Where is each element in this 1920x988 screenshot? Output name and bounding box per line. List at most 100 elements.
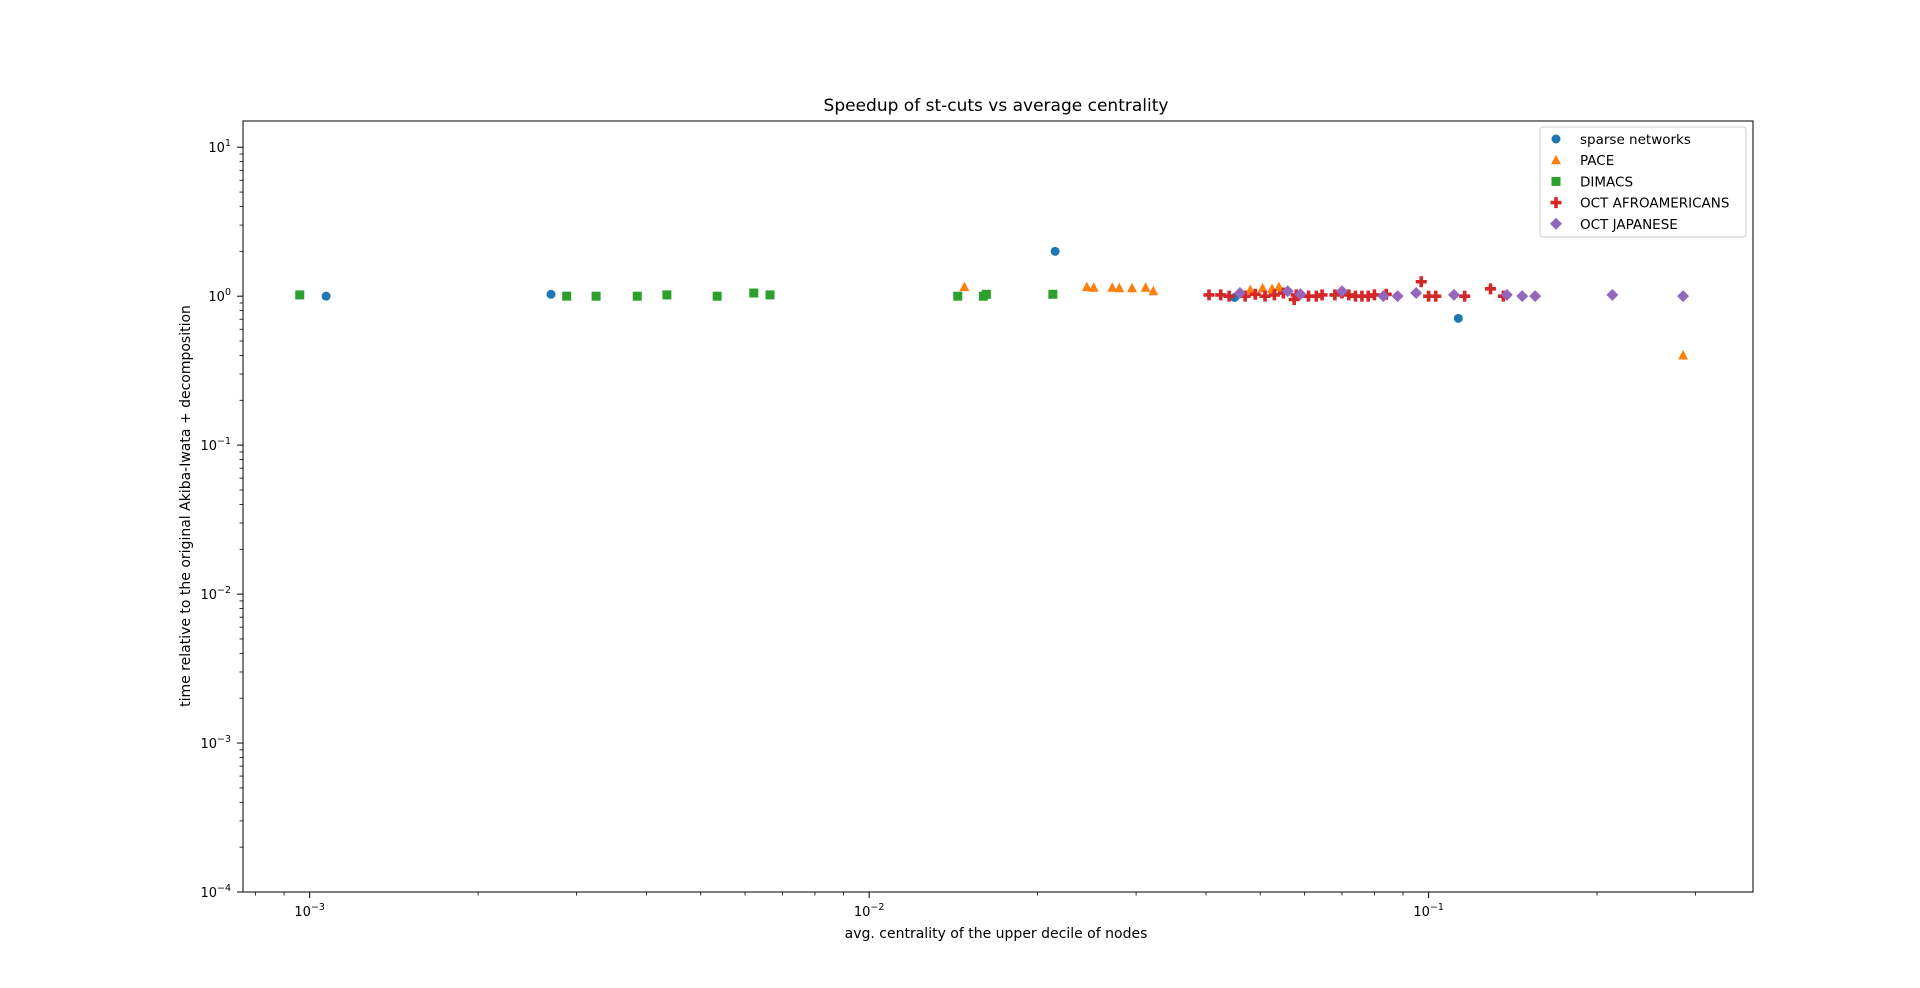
data-point xyxy=(1453,313,1463,323)
data-point xyxy=(1303,290,1315,302)
data-point xyxy=(1288,294,1300,306)
legend-item: DIMACS xyxy=(1551,174,1633,190)
data-point xyxy=(765,290,775,300)
data-point xyxy=(1268,289,1280,301)
legend-marker xyxy=(1550,197,1562,209)
data-point xyxy=(1273,281,1284,292)
legend-label: sparse networks xyxy=(1580,132,1691,148)
data-point xyxy=(1140,282,1151,292)
legend-label: DIMACS xyxy=(1580,174,1633,190)
data-point xyxy=(295,290,305,300)
data-point xyxy=(953,291,963,301)
data-point xyxy=(1127,282,1138,293)
legend-label: OCT JAPANESE xyxy=(1580,217,1678,233)
data-point xyxy=(1377,290,1390,303)
legend-box xyxy=(1539,126,1747,238)
data-point xyxy=(1529,290,1542,303)
x-tick-label: 10−1 xyxy=(1413,902,1444,920)
legend-item: PACE xyxy=(1551,153,1614,169)
legend-items: sparse networks PACE DIMACS OCT AFROAMERICA… xyxy=(1550,132,1729,233)
data-point xyxy=(1678,349,1689,360)
data-point xyxy=(1606,288,1619,301)
legend-item: OCT JAPANESE xyxy=(1550,217,1678,233)
y-tick-label: 10−1 xyxy=(200,436,231,454)
data-point xyxy=(1215,289,1227,301)
y-tick-label: 10−2 xyxy=(200,585,231,603)
data-point xyxy=(1430,290,1442,302)
y-axis-title: time relative to the original Akiba-Iwat… xyxy=(178,305,194,707)
data-point xyxy=(1259,290,1271,302)
data-point xyxy=(1233,287,1246,300)
data-point xyxy=(1281,285,1294,298)
legend-item: OCT AFROAMERICANS xyxy=(1550,196,1729,212)
series-3 xyxy=(295,288,1058,301)
data-point xyxy=(1050,246,1060,256)
data-point xyxy=(1516,290,1529,303)
data-point xyxy=(1223,290,1235,302)
legend-marker xyxy=(1551,134,1561,144)
data-point xyxy=(1048,289,1058,299)
y-axis-ticks: 101 100 10−1 10−2 10−3 10−4 xyxy=(200,138,243,901)
series-2 xyxy=(959,281,1689,360)
x-tick-label: 10−2 xyxy=(854,902,885,920)
legend: sparse networks PACE DIMACS OCT AFROAMERICA… xyxy=(1539,126,1747,238)
x-tick-label: 10−3 xyxy=(294,902,325,920)
data-point xyxy=(1423,290,1435,302)
data-point xyxy=(959,281,970,292)
legend-marker xyxy=(1551,154,1561,165)
data-point xyxy=(1362,290,1374,302)
data-point xyxy=(591,291,601,301)
y-tick-label: 10−4 xyxy=(200,883,231,901)
data-point xyxy=(1447,288,1460,301)
data-point xyxy=(1459,290,1471,302)
data-point xyxy=(1239,290,1251,302)
data-point xyxy=(1343,289,1355,301)
data-point xyxy=(1329,289,1341,301)
legend-marker xyxy=(1550,217,1562,230)
legend-item: sparse networks xyxy=(1551,132,1691,148)
data-point xyxy=(1500,288,1513,301)
data-point xyxy=(1484,283,1496,295)
data-point xyxy=(1316,289,1328,301)
data-point xyxy=(1294,288,1307,301)
chart-title: Speedup of st-cuts vs average centrality xyxy=(824,96,1169,116)
data-point xyxy=(1349,290,1361,302)
data-point xyxy=(1088,282,1099,292)
series-1 xyxy=(321,246,1463,323)
data-point xyxy=(662,290,672,300)
y-tick-label: 100 xyxy=(208,287,231,305)
data-point xyxy=(1310,290,1322,302)
series-5 xyxy=(1233,285,1690,303)
data-point xyxy=(1107,282,1118,292)
legend-marker xyxy=(1551,176,1561,186)
data-point xyxy=(1410,287,1423,300)
data-point xyxy=(1677,290,1690,303)
data-point xyxy=(712,291,722,301)
data-point xyxy=(632,291,642,301)
legend-label: PACE xyxy=(1580,153,1614,169)
legend-label: OCT AFROAMERICANS xyxy=(1580,196,1729,212)
data-point xyxy=(1114,282,1125,293)
data-point xyxy=(1257,282,1268,293)
data-point xyxy=(1081,281,1092,292)
data-point xyxy=(1245,284,1256,295)
data-point xyxy=(1415,276,1427,288)
y-minor-ticks xyxy=(239,153,243,848)
y-tick-label: 10−3 xyxy=(200,734,231,752)
data-point xyxy=(981,289,991,299)
data-point xyxy=(546,289,556,299)
data-point xyxy=(1148,285,1159,296)
x-axis-ticks: 10−3 10−2 10−1 xyxy=(294,892,1444,920)
x-minor-ticks xyxy=(255,892,1696,896)
data-point xyxy=(562,291,572,301)
data-point xyxy=(1335,285,1348,298)
x-axis-title: avg. centrality of the upper decile of n… xyxy=(845,926,1148,942)
data-point xyxy=(1277,287,1289,299)
data-point xyxy=(1368,289,1380,301)
y-tick-label: 101 xyxy=(208,138,231,156)
data-point xyxy=(1356,290,1368,302)
data-point xyxy=(321,291,331,301)
data-point xyxy=(1203,289,1215,301)
